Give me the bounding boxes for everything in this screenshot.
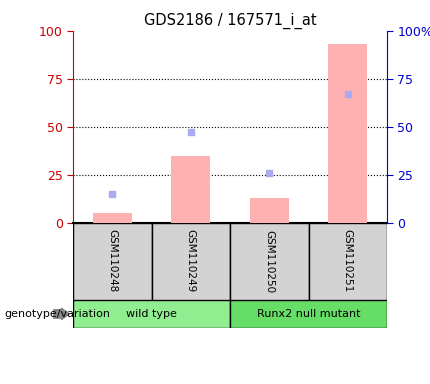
Text: GSM110250: GSM110250 <box>264 230 274 293</box>
Text: GSM110251: GSM110251 <box>343 230 353 293</box>
Bar <box>73 300 230 328</box>
Text: GSM110248: GSM110248 <box>108 230 117 293</box>
Text: GSM110249: GSM110249 <box>186 230 196 293</box>
Point <box>109 191 116 197</box>
Text: Runx2 null mutant: Runx2 null mutant <box>257 309 360 319</box>
Bar <box>93 213 132 223</box>
Bar <box>250 198 289 223</box>
Point <box>344 91 351 97</box>
Text: wild type: wild type <box>126 309 177 319</box>
Bar <box>230 300 387 328</box>
Bar <box>171 156 210 223</box>
Bar <box>328 44 367 223</box>
Bar <box>73 223 151 300</box>
Text: genotype/variation: genotype/variation <box>4 309 111 319</box>
Point <box>266 170 273 176</box>
Point <box>187 129 194 136</box>
Bar <box>151 223 230 300</box>
Bar <box>230 223 308 300</box>
Bar <box>308 223 387 300</box>
Title: GDS2186 / 167571_i_at: GDS2186 / 167571_i_at <box>144 13 316 29</box>
